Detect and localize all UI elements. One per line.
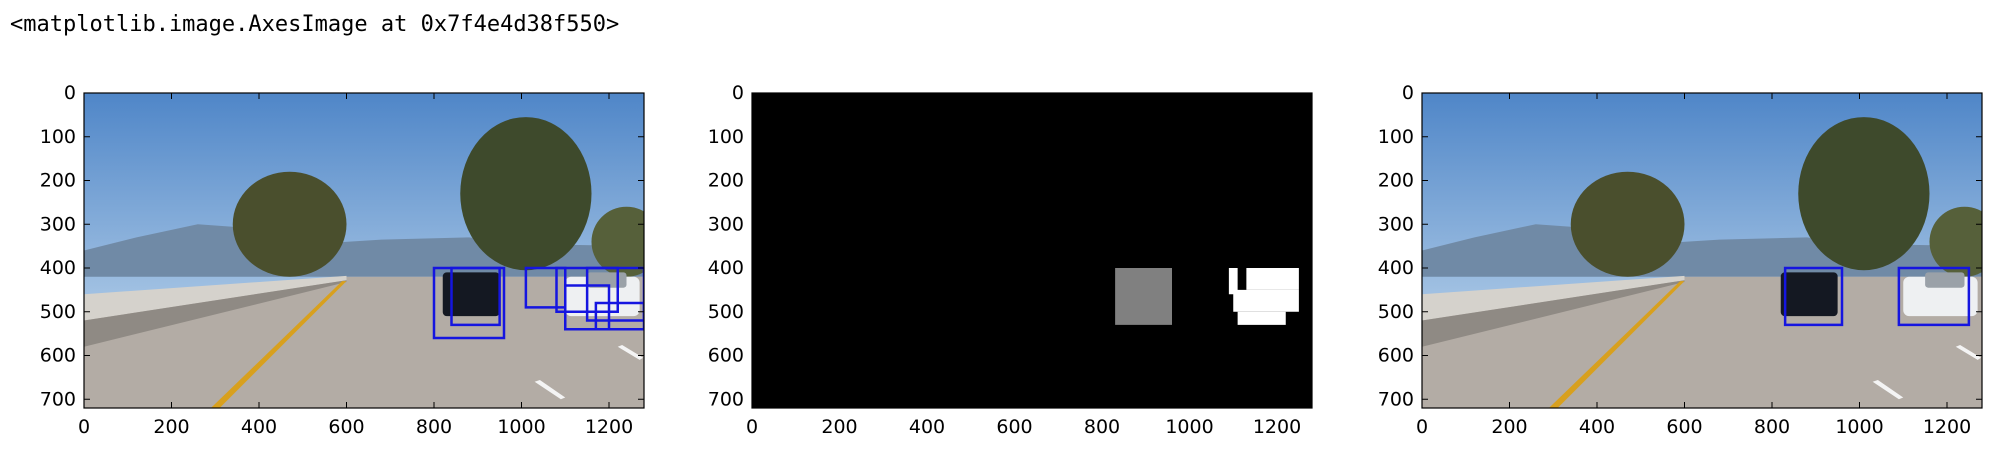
barrier — [1422, 275, 1685, 321]
x-tick-label: 400 — [1579, 416, 1615, 438]
axes-frame — [1421, 92, 1983, 409]
x-tick-label: 0 — [746, 416, 758, 438]
y-tick-label: 100 — [708, 126, 744, 148]
tree-far-right — [591, 206, 644, 277]
image-content — [84, 93, 644, 408]
y-tick-label: 300 — [1378, 213, 1414, 235]
axes-frame — [83, 92, 645, 409]
y-tick-label: 700 — [1378, 388, 1414, 410]
tree-right — [1798, 117, 1930, 271]
x-tick-label: 600 — [328, 416, 364, 438]
y-tick-label: 0 — [64, 82, 76, 104]
y-tick-label: 500 — [40, 301, 76, 323]
x-tick-label: 600 — [996, 416, 1032, 438]
x-tick-label: 200 — [153, 416, 189, 438]
x-tick-label: 0 — [1416, 416, 1428, 438]
y-tick-label: 400 — [40, 257, 76, 279]
y-tick-label: 400 — [1378, 257, 1414, 279]
tree-right — [460, 117, 592, 271]
white-car-window — [1925, 272, 1965, 288]
y-tick-label: 700 — [40, 388, 76, 410]
y-tick-label: 700 — [708, 388, 744, 410]
y-tick-label: 0 — [732, 82, 744, 104]
barrier-shadow — [1422, 280, 1685, 347]
y-tick-label: 600 — [708, 345, 744, 367]
x-tick-label: 1200 — [1923, 416, 1971, 438]
x-tick-label: 200 — [1491, 416, 1527, 438]
yellow-lane-line — [210, 281, 347, 408]
barrier — [84, 275, 347, 321]
label-region-2 — [1228, 268, 1238, 295]
x-tick-label: 200 — [821, 416, 857, 438]
x-tick-label: 600 — [1666, 416, 1702, 438]
bounding-box — [585, 266, 644, 322]
label-region-1 — [1115, 268, 1172, 325]
axes-detections: 0 200 400 600 800 1000 1200 0 100 200 300 400 500 600… — [40, 82, 645, 438]
yellow-lane-line — [1548, 281, 1685, 408]
output-repr-text: <matplotlib.image.AxesImage at 0x7f4e4d3… — [10, 12, 620, 37]
heatmap-background — [752, 93, 1312, 408]
label-region-2 — [1246, 268, 1299, 290]
y-tick-label: 400 — [708, 257, 744, 279]
bounding-box — [1897, 266, 1971, 327]
y-tick-label: 0 — [1402, 82, 1414, 104]
dark-car — [1780, 272, 1838, 317]
y-tick-label: 100 — [1378, 126, 1414, 148]
barrier-shadow — [84, 280, 347, 347]
white-lane-dash — [1955, 345, 1982, 360]
y-tick-label: 600 — [40, 345, 76, 367]
y-tick-label: 200 — [708, 170, 744, 192]
y-tick-label: 300 — [708, 213, 744, 235]
bounding-box — [1783, 266, 1844, 327]
y-tick-label: 500 — [708, 301, 744, 323]
x-tick-label: 400 — [909, 416, 945, 438]
x-tick-label: 400 — [241, 416, 277, 438]
image-content — [752, 93, 1312, 408]
x-tick-label: 1200 — [585, 416, 633, 438]
dark-car — [442, 272, 500, 317]
x-tick-label: 1000 — [1165, 416, 1213, 438]
label-region-2 — [1233, 289, 1299, 312]
white-lane-dash — [534, 380, 566, 400]
x-tick-label: 800 — [1754, 416, 1790, 438]
y-tick-label: 100 — [40, 126, 76, 148]
x-tick-label: 800 — [416, 416, 452, 438]
y-tick-label: 300 — [40, 213, 76, 235]
white-lane-dash — [617, 345, 644, 360]
y-tick-label: 500 — [1378, 301, 1414, 323]
x-tick-label: 1200 — [1253, 416, 1301, 438]
bounding-box — [594, 301, 644, 331]
axes-frame — [751, 92, 1313, 409]
x-tick-label: 1000 — [497, 416, 545, 438]
image-content — [1422, 93, 1982, 408]
x-tick-label: 1000 — [1835, 416, 1883, 438]
x-tick-label: 0 — [78, 416, 90, 438]
x-tick-label: 800 — [1084, 416, 1120, 438]
tree-far-right — [1929, 206, 1982, 277]
bounding-box — [450, 266, 501, 327]
y-tick-label: 600 — [1378, 345, 1414, 367]
label-region-2 — [1237, 311, 1286, 325]
tree-left — [1570, 171, 1685, 277]
axes-final: 0 200 400 600 800 1000 1200 0 100 200 300 400 500 600… — [1378, 82, 1983, 438]
y-tick-label: 200 — [40, 170, 76, 192]
y-tick-label: 200 — [1378, 170, 1414, 192]
axes-labels: 0 200 400 600 800 1000 1200 0 100 200 300 400 500 600… — [708, 82, 1313, 438]
tree-left — [232, 171, 347, 277]
white-lane-dash — [1872, 380, 1904, 400]
